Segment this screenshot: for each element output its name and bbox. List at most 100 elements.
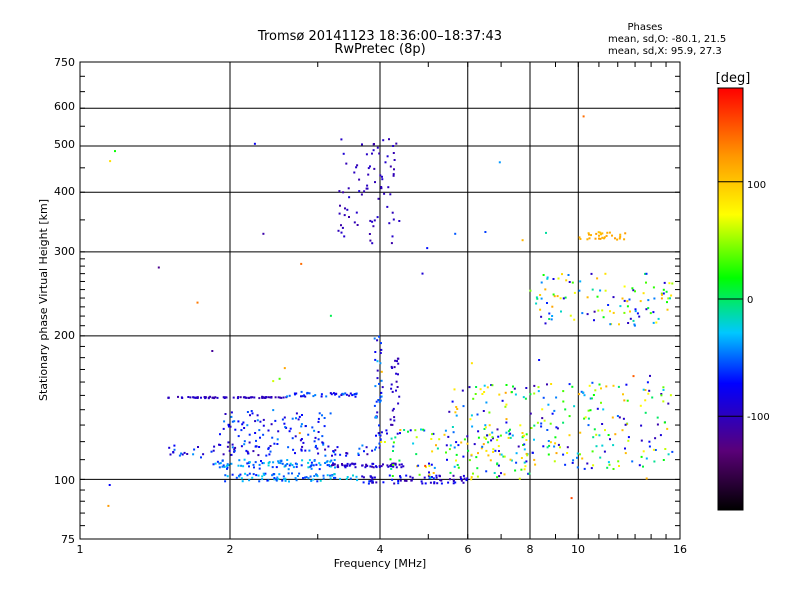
data-point: [560, 310, 562, 313]
data-point: [551, 305, 554, 308]
data-point: [525, 460, 528, 463]
data-point: [353, 221, 356, 224]
data-point: [271, 466, 274, 469]
data-point: [261, 475, 264, 478]
data-point: [607, 434, 610, 436]
data-point: [371, 476, 374, 479]
data-point: [272, 473, 275, 475]
data-point: [379, 400, 381, 403]
data-point: [568, 415, 571, 418]
data-point: [329, 314, 332, 317]
data-point: [258, 446, 261, 448]
data-point: [378, 465, 381, 467]
data-point: [218, 466, 221, 469]
data-point: [645, 457, 648, 460]
data-point: [356, 224, 359, 226]
data-point: [396, 360, 398, 363]
data-point: [498, 161, 501, 164]
data-point: [395, 389, 397, 392]
data-point: [380, 187, 383, 190]
data-point: [499, 434, 502, 437]
data-point: [248, 465, 250, 468]
data-point: [533, 392, 536, 395]
data-point: [631, 460, 634, 463]
y-tick-label: 100: [54, 474, 75, 487]
x-tick-labels: 1 2 4 6 8 10 16: [77, 543, 688, 556]
data-point: [371, 449, 374, 452]
data-point: [210, 450, 213, 453]
data-point: [253, 142, 256, 145]
data-point: [375, 400, 378, 403]
data-point: [588, 237, 591, 240]
data-point: [377, 197, 380, 200]
data-point: [386, 432, 388, 435]
data-point: [660, 394, 663, 397]
data-point: [626, 300, 629, 303]
data-point: [246, 474, 249, 477]
data-point: [321, 441, 324, 444]
data-point: [261, 462, 264, 465]
data-point: [392, 441, 395, 444]
data-point: [505, 384, 508, 386]
data-point: [396, 432, 399, 435]
data-point: [243, 427, 246, 429]
data-point: [553, 295, 556, 298]
data-point: [632, 289, 635, 292]
data-point: [667, 297, 670, 300]
data-point: [394, 463, 397, 466]
data-point: [281, 418, 284, 421]
data-point: [487, 441, 490, 444]
data-point: [390, 365, 393, 368]
data-point: [222, 453, 225, 456]
data-point: [379, 362, 382, 365]
data-point: [381, 178, 384, 181]
data-point: [439, 479, 442, 482]
data-point: [369, 475, 372, 478]
data-point: [541, 417, 544, 420]
data-point: [395, 380, 398, 383]
data-point: [640, 439, 643, 442]
data-point: [486, 434, 489, 437]
data-point: [428, 464, 431, 467]
data-point: [388, 222, 391, 225]
data-point: [520, 457, 523, 459]
data-point: [381, 175, 383, 178]
data-point: [549, 422, 552, 425]
data-point: [301, 414, 303, 416]
data-point: [286, 463, 289, 465]
data-point: [221, 459, 224, 462]
data-point: [612, 444, 615, 447]
data-point: [528, 472, 531, 475]
data-point: [598, 237, 600, 240]
data-point: [397, 482, 400, 485]
data-point: [340, 394, 343, 396]
data-point: [258, 429, 261, 432]
data-point: [310, 479, 313, 482]
data-point: [562, 297, 565, 300]
colorbar-ticks: [718, 181, 743, 417]
data-point: [468, 459, 471, 462]
data-point: [566, 446, 569, 449]
data-point: [587, 409, 590, 412]
data-point: [247, 452, 250, 455]
data-point: [340, 231, 343, 234]
data-point: [576, 466, 579, 469]
data-point: [470, 362, 473, 365]
data-point: [548, 444, 551, 447]
data-point: [240, 429, 243, 432]
data-point: [323, 425, 326, 428]
data-point: [443, 433, 446, 436]
data-point: [231, 446, 234, 449]
data-point: [501, 399, 504, 402]
data-point: [316, 474, 318, 477]
data-point: [504, 405, 507, 408]
data-point: [230, 411, 233, 414]
data-point: [326, 474, 329, 477]
data-point: [654, 437, 657, 440]
data-point: [219, 444, 222, 446]
data-point: [353, 463, 356, 466]
data-point: [476, 413, 479, 416]
data-point: [173, 444, 176, 447]
data-point: [231, 473, 234, 476]
data-point: [584, 416, 587, 419]
